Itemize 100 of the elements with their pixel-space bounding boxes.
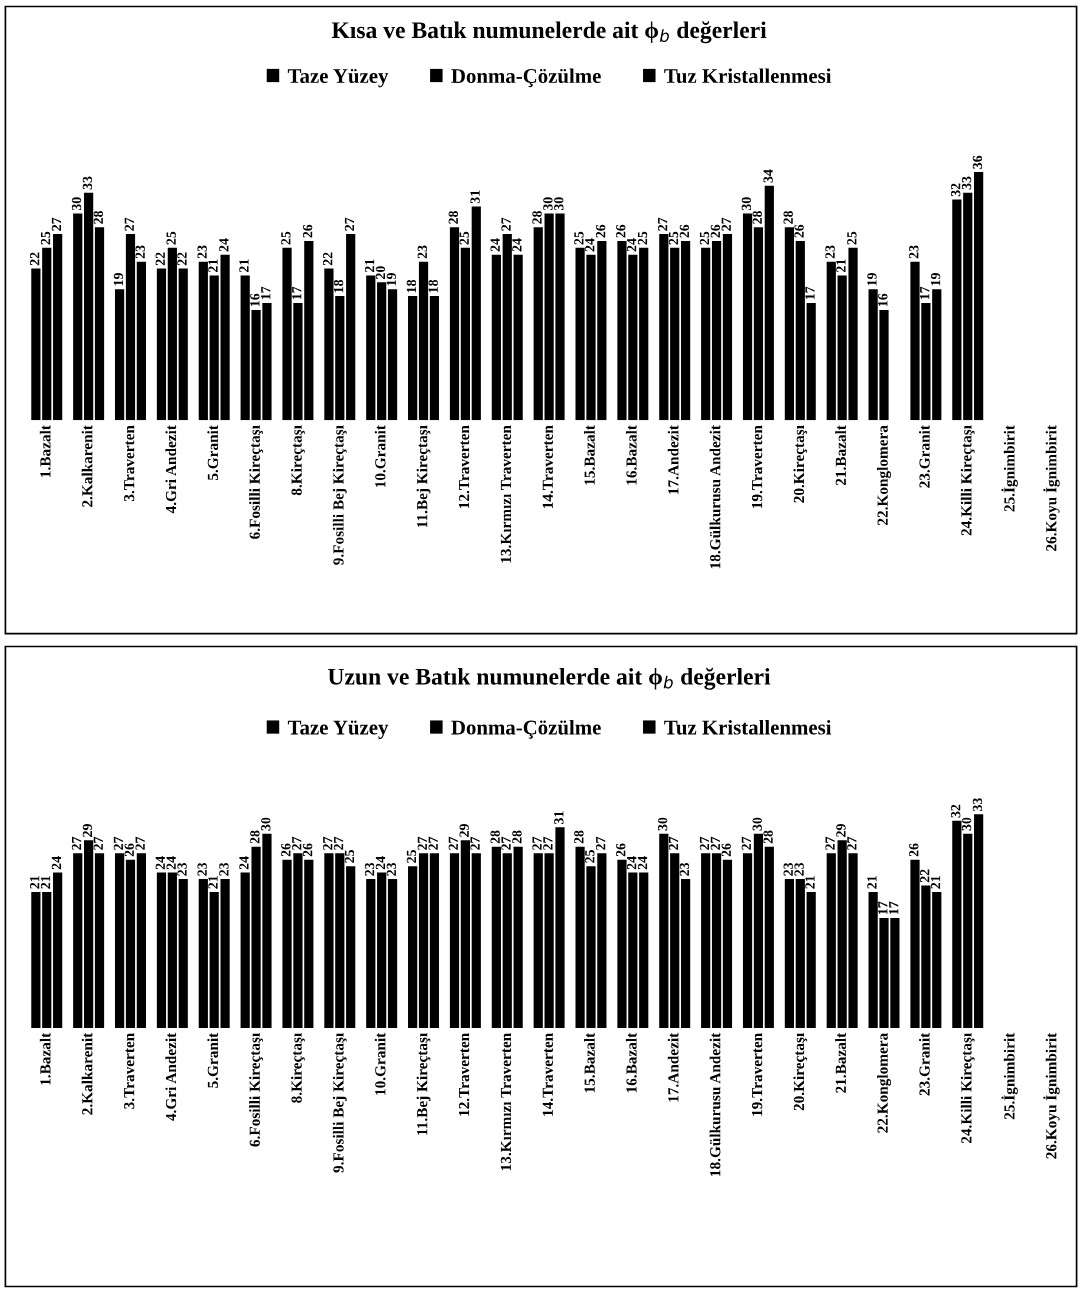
bar [753,227,764,421]
bar [701,853,711,1028]
data-label: 23 [135,245,145,259]
bar [502,234,512,421]
data-label: 16 [878,293,888,307]
x-tick-label: 12.Traverten [458,425,470,509]
bar [659,234,669,421]
x-tick-label: 26.Koyu İgnimbirit [1043,425,1060,551]
data-label: 32 [951,804,961,818]
data-label: 25 [847,231,857,245]
legend-label: Taze Yüzey [287,68,389,88]
bar [387,879,398,1028]
bar [471,853,481,1028]
legend-label: Tuz Kristallenmesi [664,719,832,735]
x-tick-label: 9.Fosilli Bej Kireçtaşı [332,425,347,565]
bar [94,853,105,1028]
data-label: 21 [364,259,375,273]
bar [114,289,125,421]
data-label: 26 [616,224,626,238]
bar [502,853,512,1028]
data-label: 23 [364,862,375,876]
data-label: 21 [208,259,218,273]
bar [167,247,177,421]
bar [366,879,376,1028]
data-label: 23 [219,862,229,876]
bar [753,833,764,1028]
data-label: 24 [626,238,637,252]
x-tick-label: 18.Gülkurusu Andezit [709,1032,721,1176]
bar [806,303,816,421]
data-label: 28 [448,210,458,224]
bar [639,247,649,421]
bar [742,853,753,1028]
data-label: 28 [490,830,500,844]
data-label: 24 [219,238,229,252]
data-label: 27 [292,836,302,850]
data-label: 27 [135,836,145,850]
bar [711,240,722,421]
x-tick-label: 1.Bazalt [39,425,51,477]
x-tick-label: 14.Traverten [542,1033,554,1116]
bar [167,872,177,1028]
data-label: 17 [292,286,302,300]
data-label: 21 [836,259,846,273]
chart-title: Kısa ve Batık numunelerde ait ϕ$_{b}$ değerleri [331,21,767,44]
data-label: 17 [878,901,888,915]
data-label: 22 [30,252,40,266]
data-label: 22 [155,252,165,266]
x-tick-label: 21.Bazalt [835,1032,847,1093]
x-tick-label: 16.Bazalt [625,425,637,485]
data-label: 23 [679,862,690,876]
x-tick-label: 20.Kireçtaşı [793,1033,808,1111]
bar [806,892,816,1028]
data-label: 27 [710,836,720,850]
data-label: 27 [825,836,835,850]
data-label: 24 [637,856,648,870]
bar [42,247,52,421]
data-label: 24 [155,856,165,870]
data-label: 19 [386,273,397,286]
bar [178,879,188,1028]
bar [742,213,753,421]
bar [125,234,136,421]
x-tick-label: 5.Granit [207,1032,219,1088]
bar [533,227,543,421]
data-label: 27 [344,217,355,231]
bar [31,892,41,1028]
bar [449,853,460,1028]
bar [460,840,470,1028]
data-label: 22 [177,252,187,266]
data-label: 23 [197,862,207,876]
bar [932,892,942,1028]
x-tick-label: 8.Kireçtaşı [291,425,305,496]
data-label: 27 [668,836,679,850]
data-label: 23 [783,862,793,876]
data-label: 27 [333,836,344,850]
bar [722,859,733,1028]
data-label: 27 [417,836,427,850]
x-tick-label: 15.Bazalt [584,1032,595,1093]
bar [53,234,63,421]
data-label: 31 [470,190,480,204]
data-label: 27 [470,836,480,850]
bar [764,846,774,1028]
data-label: 22 [920,869,930,883]
bar [366,275,376,421]
bar [471,206,481,421]
data-label: 30 [71,197,82,211]
x-tick-label: 22.Konglomera [877,425,892,526]
bar [125,859,136,1028]
data-label: 24 [512,238,522,252]
x-tick-label: 14.Traverten [542,425,554,509]
bar [84,840,94,1028]
bar [156,872,167,1028]
data-label: 24 [626,856,637,870]
data-label: 27 [847,836,857,850]
data-label: 17 [261,286,271,300]
data-label: 28 [250,830,260,844]
bar [670,853,680,1028]
x-tick-label: 11.Bej Kireçtaşı [416,1033,431,1135]
data-label: 23 [794,862,804,876]
x-tick-label: 2.Kalkarenit [81,425,93,507]
data-label: 25 [668,231,679,245]
bar [513,846,523,1028]
